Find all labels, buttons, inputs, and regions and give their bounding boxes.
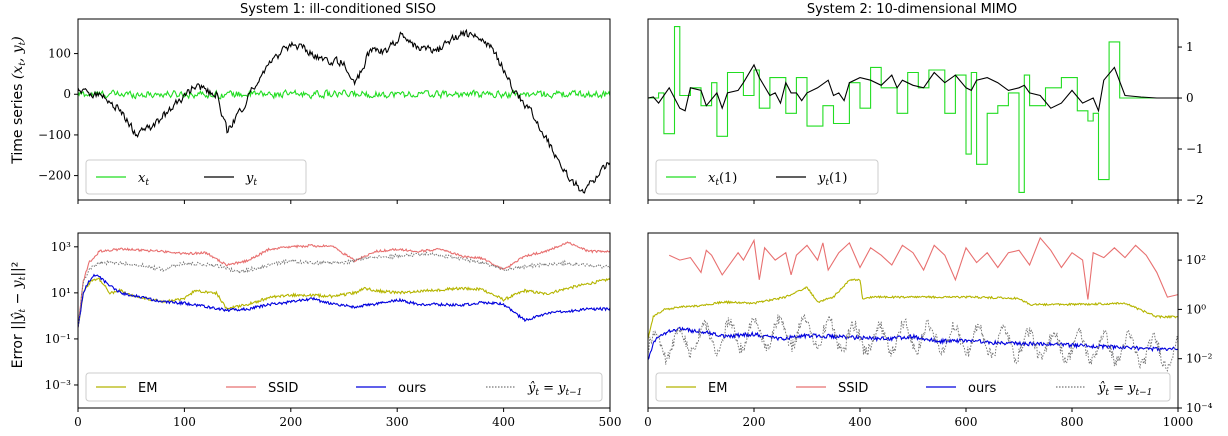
legend-label: ours [398, 381, 427, 396]
y-tick-label: 100 [48, 47, 71, 61]
legend-label: EM [138, 381, 157, 396]
x-tick-label: 100 [173, 415, 196, 429]
y-tick-label: 0 [63, 87, 71, 101]
x-tick-label: 200 [743, 415, 766, 429]
y-tick-label: 0 [1186, 91, 1194, 105]
y-axis-label: Error ||ŷt − yt||² [9, 262, 28, 369]
x-tick-label: 600 [955, 415, 978, 429]
plot-frame [77, 232, 611, 409]
y-tick-label: −2 [1186, 193, 1204, 207]
x-tick-label: 400 [849, 415, 872, 429]
x-tick-label: 500 [599, 415, 622, 429]
y-tick-label: 10⁻⁴ [1186, 401, 1213, 415]
legend-label: yt(1) [817, 171, 847, 188]
series-line [78, 277, 610, 328]
y-tick-label: 10⁻³ [45, 378, 72, 392]
legend-label: ŷt = yt−1 [1097, 381, 1152, 398]
y-tick-label: −200 [38, 169, 71, 183]
y-tick-label: −1 [1186, 142, 1204, 156]
legend [655, 372, 1171, 402]
plot-frame [647, 18, 1179, 201]
series-line [648, 278, 1178, 340]
x-tick-label: 800 [1061, 415, 1084, 429]
panel-system1-error: Error ||ŷt − yt||² 0 100 200 300 400 500 10³ 10… [9, 232, 622, 429]
legend-label: xt [138, 171, 149, 188]
x-tick-label: 300 [386, 415, 409, 429]
series-line [648, 326, 1178, 360]
legend [85, 159, 307, 195]
legend-label: SSID [268, 381, 298, 396]
x-tick-label: 200 [279, 415, 302, 429]
x-tick-label: 0 [74, 415, 82, 429]
series-line [648, 63, 1178, 113]
y-axis-label: Time series (xt, yt) [10, 36, 28, 165]
y-tick-label: 10² [1186, 253, 1206, 267]
y-tick-label: 10³ [51, 240, 71, 254]
y-tick-label: 10¹ [51, 286, 71, 300]
legend-label: ŷt = yt−1 [527, 381, 582, 398]
legend-label: xt(1) [708, 171, 737, 188]
x-tick-label: 0 [644, 415, 652, 429]
panel-system2-timeseries: System 2: 10-dimensional MIMO 1 0 −1 −2 xt(1… [647, 2, 1204, 207]
series-line [78, 241, 610, 328]
legend-label: SSID [838, 381, 868, 396]
series-line [78, 273, 610, 328]
x-tick-label: 400 [492, 415, 515, 429]
series-line [78, 28, 610, 194]
series-line [648, 314, 1178, 373]
y-tick-label: 10⁰ [1186, 302, 1206, 316]
legend [85, 372, 603, 402]
series-line [78, 89, 610, 100]
y-tick-label: 10⁻¹ [45, 332, 71, 346]
legend [655, 159, 879, 195]
series-line [668, 236, 1178, 300]
series-line [648, 26, 1178, 193]
panel-system2-error: 0 200 400 600 800 1000 10² 10⁰ 10⁻² 10⁻⁴ EM SSID our… [644, 232, 1213, 429]
plot-frame [77, 18, 611, 201]
series-line [78, 251, 610, 329]
y-tick-label: −100 [38, 128, 71, 142]
y-tick-label: 10⁻² [1186, 352, 1213, 366]
panel-system1-timeseries: System 1: ill-conditioned SISO Time seri… [10, 2, 611, 204]
legend-label: EM [708, 381, 727, 396]
legend-label: ours [968, 381, 997, 396]
panel-title: System 1: ill-conditioned SISO [240, 2, 436, 17]
plot-frame [647, 232, 1179, 409]
legend-label: yt [245, 171, 257, 188]
y-tick-label: 1 [1186, 40, 1194, 54]
x-tick-label: 1000 [1163, 415, 1194, 429]
panel-title: System 2: 10-dimensional MIMO [807, 2, 1017, 17]
